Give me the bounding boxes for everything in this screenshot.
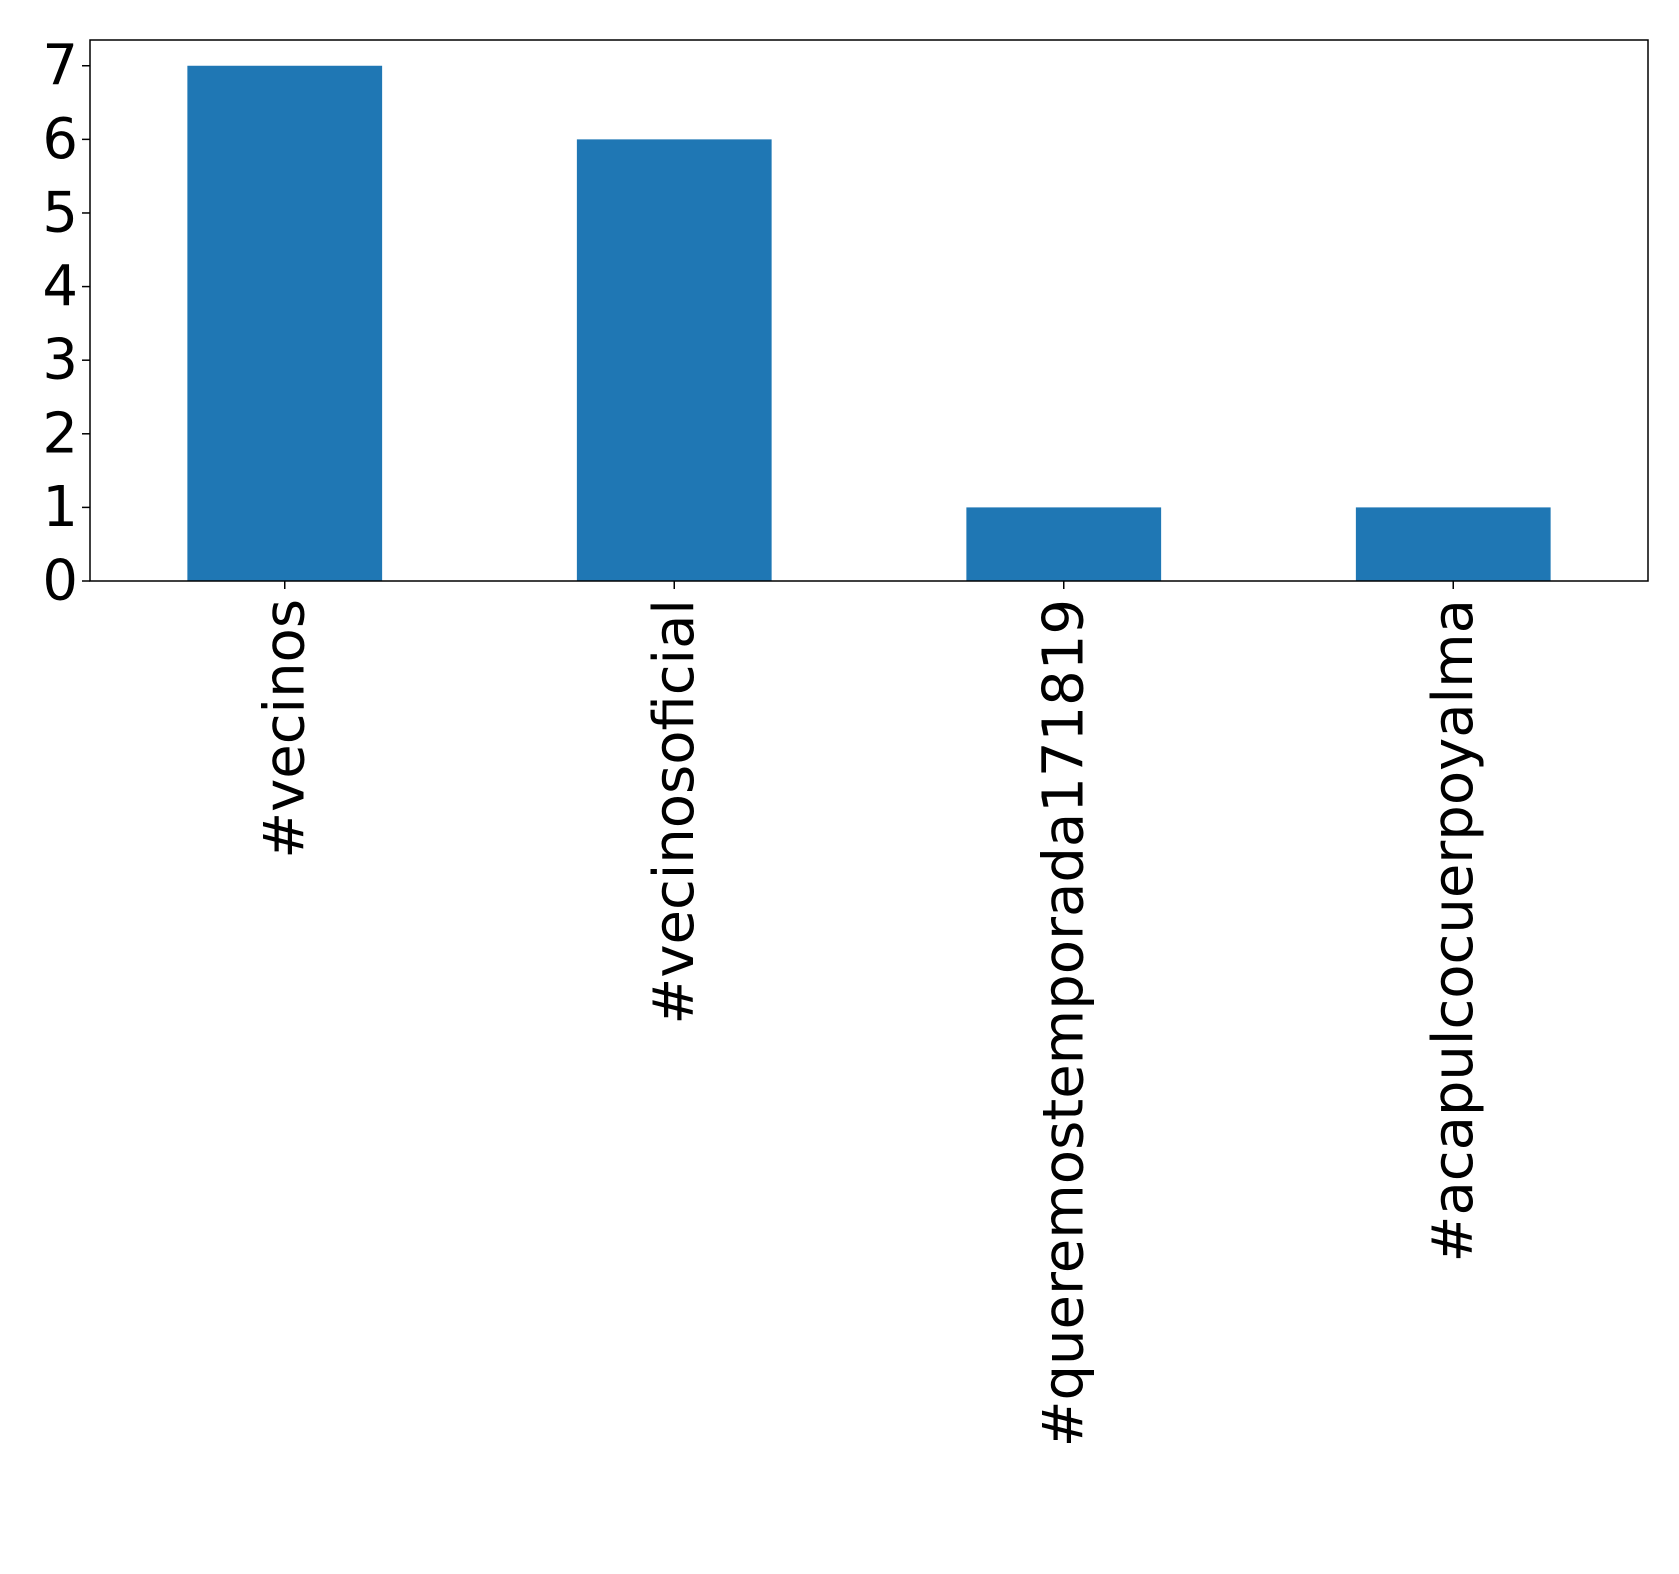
y-tick-label: 5 (42, 180, 78, 245)
x-tick-label: #queremostemporada171819 (1031, 599, 1096, 1447)
y-tick-label: 0 (42, 549, 78, 614)
x-tick-label: #vecinosoficial (642, 599, 707, 1025)
bar-acapulcocuerpoyalma (1355, 507, 1551, 581)
y-tick-label: 6 (42, 107, 78, 172)
x-tick-label: #acapulcocuerpoyalma (1421, 599, 1486, 1262)
x-axis: #vecinos #vecinosoficial #queremostemporad… (252, 581, 1486, 1447)
bar-queremostemporada171819 (966, 507, 1162, 581)
bar-vecinosoficial (576, 139, 772, 581)
y-tick-label: 2 (42, 401, 78, 466)
y-tick-label: 1 (42, 475, 78, 540)
y-tick-label: 3 (42, 328, 78, 393)
y-axis: 0 1 2 3 4 5 6 7 (42, 33, 90, 614)
y-tick-label: 4 (42, 254, 78, 319)
bar-vecinos (187, 65, 383, 581)
x-tick-label: #vecinos (252, 599, 317, 859)
bars-group (187, 65, 1551, 581)
y-tick-label: 7 (42, 33, 78, 98)
plot-frame (89, 39, 1649, 582)
